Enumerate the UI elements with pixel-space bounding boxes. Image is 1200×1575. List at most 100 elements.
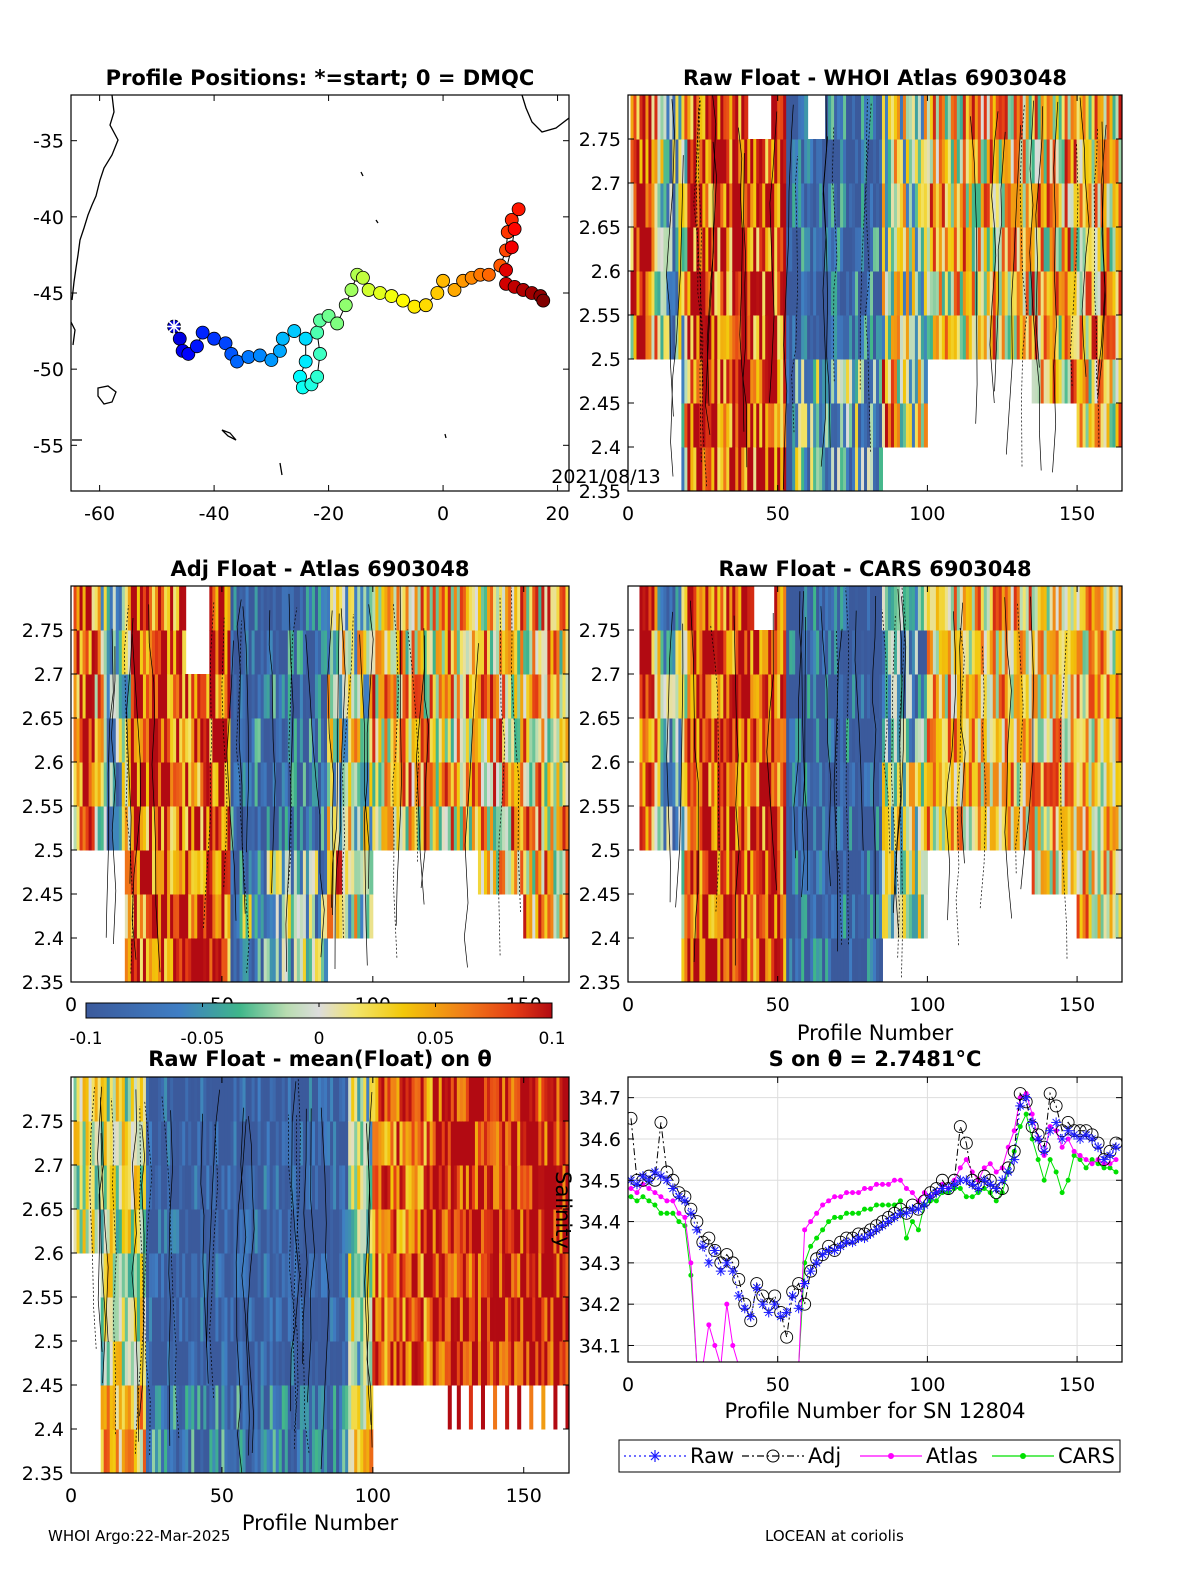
heatmap-cell	[1064, 762, 1069, 807]
heatmap-cell	[393, 1121, 398, 1166]
heatmap-cell	[221, 1121, 226, 1166]
heatmap-cell	[711, 139, 716, 184]
heatmap-cell	[161, 762, 166, 807]
heatmap-cell	[846, 315, 851, 360]
heatmap-cell	[654, 271, 659, 316]
heatmap-cell	[843, 938, 848, 982]
heatmap-cell	[989, 95, 994, 140]
heatmap-cell	[339, 1165, 344, 1210]
heatmap-cell	[735, 139, 740, 184]
heatmap-cell	[657, 674, 662, 719]
heatmap-cell	[1001, 183, 1006, 228]
heatmap-cell	[354, 806, 359, 851]
heatmap-cell	[735, 315, 740, 360]
heatmap-cell	[269, 1385, 274, 1430]
heatmap-cell	[756, 806, 761, 851]
heatmap-cell	[321, 1385, 326, 1430]
heatmap-cell	[890, 806, 895, 851]
heatmap-cell	[145, 1209, 150, 1254]
heatmap-cell	[699, 938, 704, 982]
heatmap-cell	[1007, 718, 1012, 763]
heatmap-cell	[215, 1341, 220, 1386]
heatmap-cell	[230, 586, 235, 631]
x-tick-label: 0	[65, 994, 77, 1016]
heatmap-cell	[1106, 674, 1111, 719]
heatmap-cell	[336, 806, 341, 851]
heatmap-cell	[360, 1297, 365, 1342]
heatmap-cell	[121, 1121, 126, 1166]
heatmap-cell	[663, 183, 668, 228]
heatmap-cell	[1040, 630, 1045, 675]
heatmap-cell	[648, 806, 653, 851]
heatmap-cell	[795, 403, 800, 448]
heatmap-cell	[85, 1077, 90, 1122]
heatmap-cell	[281, 1077, 286, 1122]
heatmap-cell	[858, 850, 863, 895]
heatmap-cell	[109, 762, 114, 807]
heatmap-cell	[974, 718, 979, 763]
heatmap-cell	[1079, 403, 1084, 448]
heatmap-cell	[729, 938, 734, 982]
heatmap-cell	[1031, 806, 1036, 851]
heatmap-cell	[136, 1121, 141, 1166]
heatmap-cell	[1103, 806, 1108, 851]
heatmap-cell	[151, 1385, 157, 1430]
heatmap-cell	[1028, 762, 1033, 807]
heatmap-cell	[321, 1253, 326, 1298]
heatmap-cell	[1112, 95, 1117, 140]
heatmap-cell	[843, 718, 848, 763]
heatmap-cell	[203, 762, 208, 807]
heatmap-cell	[878, 762, 883, 807]
heatmap-cell	[245, 1121, 250, 1166]
heatmap-cell	[197, 1385, 202, 1430]
heatmap-cell	[314, 1385, 319, 1430]
heatmap-cell	[977, 806, 982, 851]
heatmap-cell	[399, 586, 404, 631]
heatmap-cell	[893, 718, 898, 763]
heatmap-cell	[136, 1385, 141, 1430]
heatmap-cell	[167, 1385, 172, 1430]
heatmap-cell	[248, 762, 253, 807]
heatmap-cell	[690, 227, 695, 272]
heatmap-cell	[852, 315, 857, 360]
heatmap-cell	[269, 938, 274, 982]
heatmap-cell	[1094, 227, 1099, 272]
heatmap-cell	[565, 674, 569, 719]
heatmap-cell	[399, 1165, 404, 1210]
heatmap-cell	[843, 271, 848, 316]
heatmap-cell	[926, 674, 931, 719]
heatmap-cell	[483, 586, 489, 631]
heatmap-cell	[995, 95, 1000, 140]
heatmap-cell	[266, 1297, 271, 1342]
heatmap-cell	[867, 806, 872, 851]
heatmap-cell	[1067, 183, 1072, 228]
heatmap-cell	[148, 938, 153, 982]
heatmap-cell	[896, 718, 901, 763]
heatmap-cell	[233, 1429, 238, 1473]
heatmap-cell	[209, 1253, 214, 1298]
heatmap-cell	[203, 850, 208, 895]
heatmap-cell	[875, 718, 880, 763]
heatmap-cell	[980, 674, 985, 719]
heatmap-cell	[920, 762, 925, 807]
heatmap-cell	[91, 674, 96, 719]
heatmap-cell	[342, 586, 347, 631]
heatmap-cell	[281, 674, 286, 719]
heatmap-cell	[511, 762, 516, 807]
heatmap-cell	[182, 850, 187, 895]
heatmap-cell	[218, 850, 223, 895]
heatmap-cell	[179, 1121, 184, 1166]
heatmap-cell	[962, 674, 967, 719]
y-tick-label: 2.5	[591, 840, 621, 862]
heatmap-cell	[1016, 674, 1021, 719]
heatmap-cell	[878, 806, 883, 851]
heatmap-cell	[257, 674, 262, 719]
heatmap-cell	[762, 850, 767, 895]
heatmap-cell	[669, 630, 674, 675]
heatmap-cell	[559, 674, 564, 719]
heatmap-cell	[911, 674, 916, 719]
heatmap-cell	[822, 938, 827, 982]
heatmap-cell	[852, 403, 857, 448]
heatmap-cell	[714, 271, 719, 316]
heatmap-cell	[759, 718, 764, 763]
